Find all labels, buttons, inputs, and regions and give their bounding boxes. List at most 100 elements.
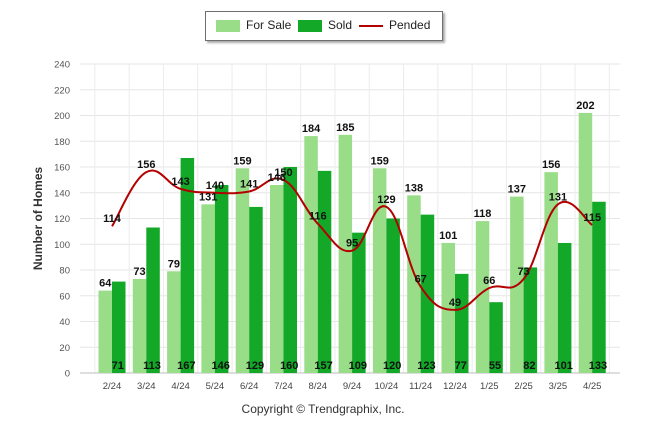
x-tick-label: 9/24 bbox=[343, 381, 362, 392]
x-tick-label: 3/25 bbox=[549, 381, 568, 392]
sold-data-label: 129 bbox=[246, 360, 264, 372]
for-sale-data-label: 138 bbox=[405, 182, 423, 194]
bar-for-sale bbox=[201, 204, 215, 373]
x-tick-label: 3/24 bbox=[137, 381, 156, 392]
legend-label-for-sale: For Sale bbox=[246, 18, 292, 32]
bar-for-sale bbox=[270, 185, 284, 373]
pended-data-label: 49 bbox=[449, 297, 461, 309]
y-tick-label: 80 bbox=[59, 266, 70, 277]
y-tick-label: 240 bbox=[54, 60, 70, 71]
pended-data-label: 129 bbox=[377, 194, 395, 206]
y-tick-label: 0 bbox=[65, 369, 70, 380]
y-tick-label: 60 bbox=[59, 291, 70, 302]
copyright-footer: Copyright © Trendgraphix, Inc. bbox=[241, 402, 405, 416]
bar-sold bbox=[249, 206, 263, 373]
y-tick-label: 40 bbox=[59, 317, 70, 328]
bar-sold bbox=[317, 170, 332, 373]
sold-data-label: 82 bbox=[523, 360, 535, 372]
bar-sold bbox=[352, 232, 366, 373]
x-tick-label: 4/25 bbox=[583, 381, 602, 392]
for-sale-data-label: 146 bbox=[268, 172, 286, 184]
bar-sold bbox=[489, 302, 503, 373]
bar-sold bbox=[420, 214, 435, 373]
bar-sold bbox=[523, 267, 538, 373]
y-tick-label: 200 bbox=[54, 111, 70, 122]
legend: For Sale Sold Pended bbox=[205, 11, 443, 41]
bar-for-sale bbox=[338, 134, 353, 373]
for-sale-data-label: 185 bbox=[336, 122, 354, 134]
sold-data-label: 157 bbox=[314, 360, 332, 372]
legend-label-sold: Sold bbox=[328, 18, 353, 32]
y-tick-label: 100 bbox=[54, 240, 70, 251]
sold-data-label: 113 bbox=[143, 360, 161, 372]
sold-data-label: 109 bbox=[349, 360, 367, 372]
x-tick-label: 12/24 bbox=[443, 381, 467, 392]
bar-sold bbox=[386, 218, 400, 373]
bar-for-sale bbox=[98, 290, 112, 373]
bar-for-sale bbox=[578, 112, 593, 374]
for-sale-data-label: 131 bbox=[199, 191, 217, 203]
y-tick-label: 20 bbox=[59, 343, 70, 354]
x-tick-label: 6/24 bbox=[240, 381, 259, 392]
bar-for-sale bbox=[235, 168, 250, 373]
x-tick-label: 2/24 bbox=[103, 381, 122, 392]
x-tick-label: 7/24 bbox=[274, 381, 293, 392]
y-tick-label: 120 bbox=[54, 214, 70, 225]
x-tick-label: 4/24 bbox=[171, 381, 190, 392]
x-tick-label: 2/25 bbox=[514, 381, 533, 392]
for-sale-swatch-icon bbox=[216, 20, 240, 32]
for-sale-data-label: 159 bbox=[370, 155, 388, 167]
y-tick-label: 140 bbox=[54, 188, 70, 199]
sold-swatch-icon bbox=[298, 20, 322, 32]
bar-for-sale bbox=[441, 242, 455, 373]
for-sale-data-label: 118 bbox=[474, 208, 492, 220]
bar-sold bbox=[283, 167, 297, 373]
sold-data-label: 133 bbox=[589, 360, 607, 372]
sold-data-label: 146 bbox=[211, 360, 229, 372]
pended-data-label: 73 bbox=[517, 266, 529, 278]
y-tick-label: 160 bbox=[54, 163, 70, 174]
for-sale-data-label: 156 bbox=[542, 159, 560, 171]
for-sale-data-label: 202 bbox=[576, 100, 594, 112]
pended-data-label: 150 bbox=[274, 167, 292, 179]
pended-data-label: 131 bbox=[549, 191, 567, 203]
x-tick-label: 5/24 bbox=[206, 381, 225, 392]
bar-sold bbox=[592, 201, 606, 373]
sold-data-label: 120 bbox=[383, 360, 401, 372]
pended-data-label: 66 bbox=[483, 275, 495, 287]
for-sale-data-label: 79 bbox=[168, 258, 180, 270]
pended-data-label: 116 bbox=[309, 211, 327, 223]
bar-sold bbox=[112, 281, 126, 373]
for-sale-data-label: 73 bbox=[133, 266, 145, 278]
sold-data-label: 71 bbox=[112, 360, 124, 372]
legend-label-pended: Pended bbox=[389, 18, 431, 32]
y-tick-label: 180 bbox=[54, 137, 70, 148]
x-tick-label: 10/24 bbox=[375, 381, 399, 392]
bar-sold bbox=[180, 157, 195, 373]
sold-data-label: 101 bbox=[554, 360, 572, 372]
bar-for-sale bbox=[304, 136, 318, 373]
sold-data-label: 160 bbox=[280, 360, 298, 372]
pended-data-label: 140 bbox=[206, 180, 224, 192]
pended-data-label: 115 bbox=[583, 212, 601, 224]
for-sale-data-label: 159 bbox=[233, 155, 251, 167]
x-tick-label: 1/25 bbox=[480, 381, 499, 392]
bar-for-sale bbox=[372, 168, 387, 373]
bar-for-sale bbox=[167, 271, 181, 373]
pended-data-label: 156 bbox=[137, 159, 155, 171]
x-tick-label: 11/24 bbox=[409, 381, 432, 392]
bar-sold bbox=[455, 273, 469, 373]
y-axis-title: Number of Homes bbox=[31, 167, 45, 271]
sold-data-label: 55 bbox=[489, 360, 501, 372]
sold-data-label: 77 bbox=[455, 360, 467, 372]
for-sale-data-label: 101 bbox=[439, 230, 457, 242]
pended-data-label: 141 bbox=[240, 178, 258, 190]
bar-sold bbox=[146, 227, 160, 373]
for-sale-data-label: 184 bbox=[302, 123, 321, 135]
pended-data-label: 114 bbox=[103, 213, 122, 225]
pended-data-label: 67 bbox=[415, 274, 427, 286]
sold-data-label: 167 bbox=[177, 360, 195, 372]
for-sale-data-label: 64 bbox=[99, 278, 112, 290]
bar-sold bbox=[557, 242, 572, 373]
